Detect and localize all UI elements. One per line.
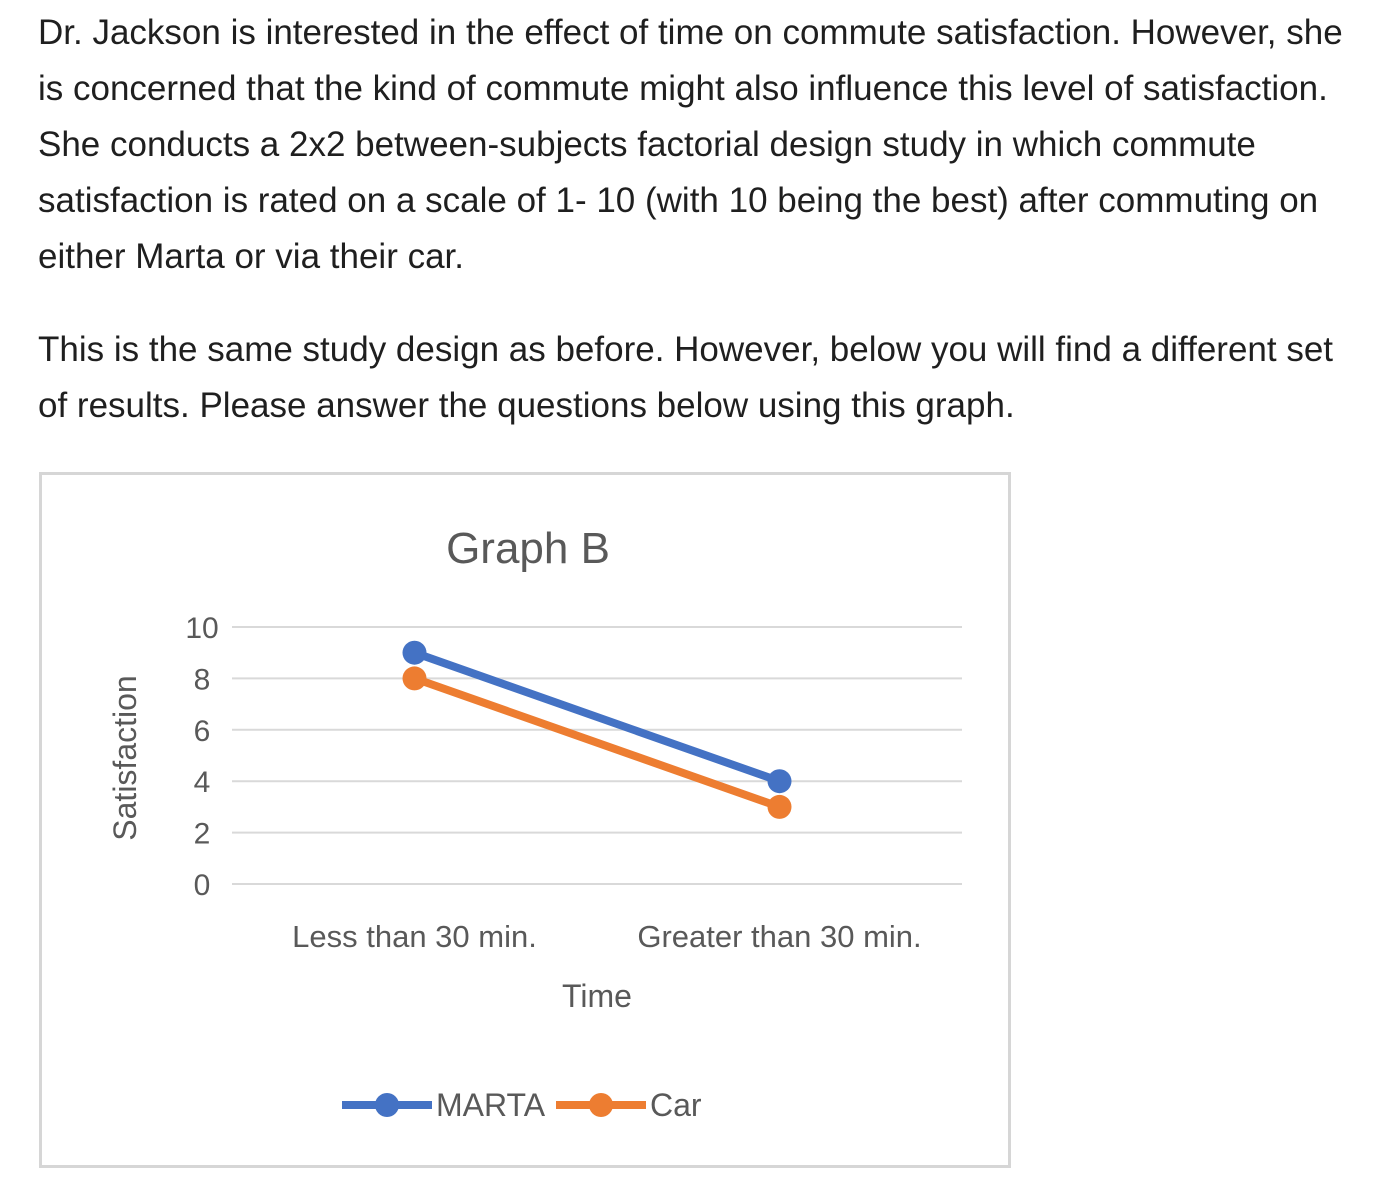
y-axis-label: Satisfaction xyxy=(107,675,143,840)
y-tick-label: 2 xyxy=(194,818,211,851)
data-point-marta xyxy=(767,769,792,794)
line-chart: Graph B Satisfaction Time 0 2 4 6 8 10 Less t… xyxy=(107,524,962,1123)
x-tick-label: Less than 30 min. xyxy=(292,919,537,954)
legend: MARTA Car xyxy=(342,1087,702,1123)
y-tick-label: 6 xyxy=(194,715,211,748)
data-point-car xyxy=(767,794,792,819)
y-tick-label: 8 xyxy=(194,663,211,696)
series-line-car xyxy=(410,674,784,811)
x-tick-label: Greater than 30 min. xyxy=(637,919,921,954)
gridlines xyxy=(232,626,962,885)
chart-title: Graph B xyxy=(446,524,610,573)
legend-marker-car xyxy=(589,1093,613,1117)
y-tick-labels: 0 2 4 6 8 10 xyxy=(185,612,218,902)
question-paragraph-2: This is the same study design as before.… xyxy=(38,330,1334,425)
x-axis-label: Time xyxy=(562,978,632,1014)
data-point-car xyxy=(402,666,427,691)
y-tick-label: 0 xyxy=(194,869,211,902)
y-tick-label: 10 xyxy=(185,612,218,645)
y-tick-label: 4 xyxy=(194,766,211,799)
data-point-marta xyxy=(402,640,427,665)
series-line-marta xyxy=(410,648,784,786)
legend-label-marta: MARTA xyxy=(436,1087,546,1123)
question-paragraph-1: Dr. Jackson is interested in the effect … xyxy=(38,13,1343,276)
legend-marker-marta xyxy=(375,1093,399,1117)
x-tick-labels: Less than 30 min. Greater than 30 min. xyxy=(292,919,922,954)
series-lines xyxy=(402,640,792,819)
legend-label-car: Car xyxy=(650,1087,702,1123)
chart-container: Graph B Satisfaction Time 0 2 4 6 8 10 Less t… xyxy=(39,472,1011,1168)
